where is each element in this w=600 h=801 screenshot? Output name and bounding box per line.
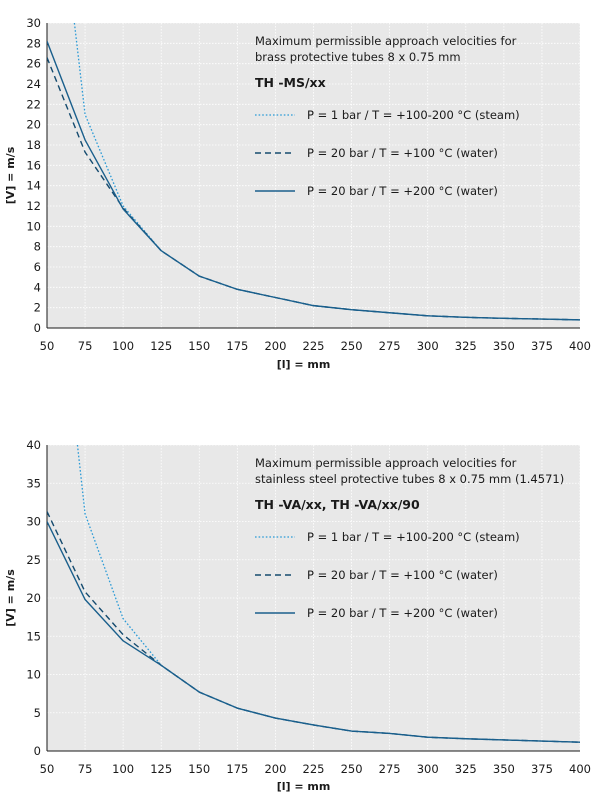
y-tick-label: 12 xyxy=(26,199,41,213)
x-tick-label: 325 xyxy=(455,339,477,353)
x-tick-label: 250 xyxy=(341,762,363,776)
x-tick-label: 225 xyxy=(303,762,325,776)
y-tick-label: 30 xyxy=(26,16,41,30)
y-tick-label: 16 xyxy=(26,158,41,172)
x-tick-label: 250 xyxy=(341,339,363,353)
y-tick-label: 26 xyxy=(26,57,41,71)
series-group xyxy=(47,23,580,321)
y-tick-label: 18 xyxy=(26,138,41,152)
annotation-title-line: brass protective tubes 8 x 0.75 mm xyxy=(255,50,461,64)
x-tick-label: 375 xyxy=(531,339,553,353)
y-tick-label: 5 xyxy=(34,706,41,720)
x-tick-label: 350 xyxy=(493,762,515,776)
x-tick-label: 300 xyxy=(417,762,439,776)
y-axis-title: [V] = m/s xyxy=(4,146,17,204)
y-tick-label: 0 xyxy=(34,744,41,758)
x-tick-label: 100 xyxy=(112,762,134,776)
x-tick-label: 175 xyxy=(226,339,248,353)
x-tick-label: 100 xyxy=(112,339,134,353)
annotation-title-line: Maximum permissible approach velocities … xyxy=(255,34,517,48)
y-tick-label: 10 xyxy=(26,668,41,682)
x-tick-label: 275 xyxy=(379,339,401,353)
x-tick-label: 325 xyxy=(455,762,477,776)
y-tick-label: 20 xyxy=(26,118,41,132)
x-tick-label: 50 xyxy=(40,339,55,353)
series-line-solid xyxy=(47,41,580,321)
x-tick-label: 125 xyxy=(150,339,172,353)
y-tick-label: 24 xyxy=(26,77,41,91)
x-tick-label: 400 xyxy=(569,762,591,776)
y-tick-label: 8 xyxy=(34,240,41,254)
x-tick-label: 125 xyxy=(150,762,172,776)
legend-label: P = 1 bar / T = +100-200 °C (steam) xyxy=(307,530,520,544)
y-tick-label: 0 xyxy=(34,321,41,335)
x-tick-label: 300 xyxy=(417,339,439,353)
annotation-title-line: Maximum permissible approach velocities … xyxy=(255,456,517,470)
series-line-solid xyxy=(47,521,580,743)
legend-label: P = 20 bar / T = +100 °C (water) xyxy=(307,146,498,160)
legend-label: P = 1 bar / T = +100-200 °C (steam) xyxy=(307,108,520,122)
y-tick-label: 30 xyxy=(26,515,41,529)
plot-area xyxy=(47,23,580,328)
x-tick-label: 200 xyxy=(264,339,286,353)
series-group xyxy=(47,445,580,743)
y-tick-label: 4 xyxy=(34,280,41,294)
x-tick-label: 75 xyxy=(78,339,93,353)
x-tick-label: 275 xyxy=(379,762,401,776)
y-tick-label: 25 xyxy=(26,553,41,567)
annotation-title-line: stainless steel protective tubes 8 x 0.7… xyxy=(255,472,564,486)
x-tick-label: 75 xyxy=(78,762,93,776)
y-tick-label: 14 xyxy=(26,179,41,193)
x-tick-label: 150 xyxy=(188,339,210,353)
x-axis-title: [l] = mm xyxy=(277,358,331,371)
y-tick-label: 15 xyxy=(26,629,41,643)
x-tick-label: 50 xyxy=(40,762,55,776)
y-tick-label: 28 xyxy=(26,36,41,50)
legend-label: P = 20 bar / T = +100 °C (water) xyxy=(307,568,498,582)
x-tick-label: 150 xyxy=(188,762,210,776)
x-axis-title: [l] = mm xyxy=(277,780,331,793)
y-tick-label: 22 xyxy=(26,97,41,111)
y-axis-title: [V] = m/s xyxy=(4,569,17,627)
y-tick-label: 10 xyxy=(26,219,41,233)
legend-label: P = 20 bar / T = +200 °C (water) xyxy=(307,606,498,620)
x-tick-label: 200 xyxy=(264,762,286,776)
y-tick-label: 6 xyxy=(34,260,41,274)
x-tick-label: 375 xyxy=(531,762,553,776)
x-tick-label: 175 xyxy=(226,762,248,776)
y-tick-label: 35 xyxy=(26,476,41,490)
annotation-product: TH -VA/xx, TH -VA/xx/90 xyxy=(255,497,420,512)
x-tick-label: 350 xyxy=(493,339,515,353)
x-tick-label: 400 xyxy=(569,339,591,353)
annotation-product: TH -MS/xx xyxy=(255,75,326,90)
y-tick-label: 2 xyxy=(34,301,41,315)
y-tick-label: 40 xyxy=(26,438,41,452)
y-tick-label: 20 xyxy=(26,591,41,605)
chart-brass: 50 75 100 125 150 175 200 225 250 275 300 325 350 375… xyxy=(4,16,591,371)
legend-label: P = 20 bar / T = +200 °C (water) xyxy=(307,184,498,198)
chart-stainless: 50 75 100 125 150 175 200 225 250 275 300 325 350 375… xyxy=(4,438,591,793)
x-tick-label: 225 xyxy=(303,339,325,353)
